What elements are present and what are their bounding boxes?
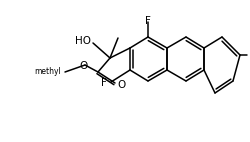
Text: methyl: methyl: [34, 67, 61, 77]
Text: F: F: [101, 78, 106, 88]
Text: F: F: [144, 16, 150, 26]
Text: HO: HO: [75, 36, 91, 46]
Text: O: O: [80, 61, 88, 71]
Text: O: O: [116, 80, 125, 90]
